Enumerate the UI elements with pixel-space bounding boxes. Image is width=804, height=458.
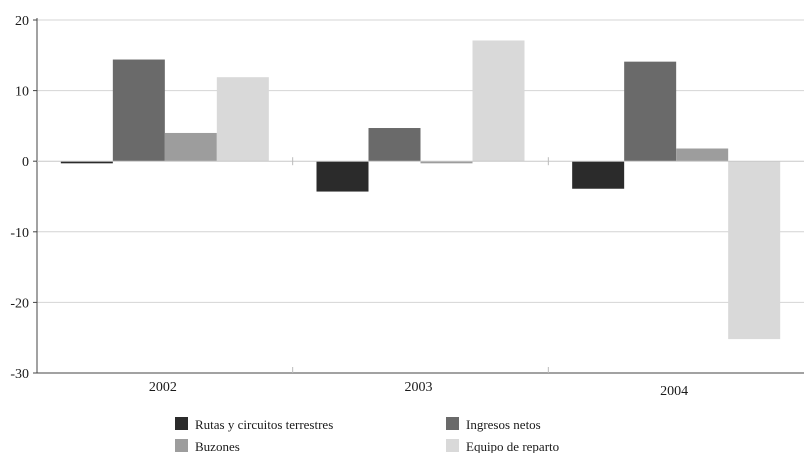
bar-equipo-de-reparto-2002 [216,77,269,162]
legend-label: Rutas y circuitos terrestres [195,417,333,432]
y-tick-label: -30 [10,367,29,382]
x-category-label: 2004 [660,384,688,399]
y-tick-label: 20 [15,14,29,29]
legend-swatch [175,439,188,452]
legend-label: Buzones [195,439,240,453]
legend: Rutas y circuitos terrestres Ingresos net… [175,417,559,454]
legend-swatch [446,417,459,430]
y-tick-label: -10 [10,226,29,241]
legend-swatch [446,439,459,452]
legend-label: Equipo de reparto [466,439,559,453]
bar-rutas-y-circuitos-terrestres-2004 [572,161,625,189]
x-category-label: 2003 [405,380,433,395]
bars [60,40,781,340]
bar-buzones-2004 [676,148,729,162]
legend-item: Rutas y circuitos terrestres [175,417,333,432]
bar-rutas-y-circuitos-terrestres-2002 [60,161,113,164]
bar-rutas-y-circuitos-terrestres-2003 [316,161,369,192]
bar-buzones-2002 [164,132,217,162]
x-category-label: 2002 [149,380,177,395]
legend-item: Equipo de reparto [446,439,559,454]
y-tick-label: -20 [10,296,29,311]
axes: 20 10 0 -10 -20 -30 2002 2003 2004 [10,14,804,399]
bar-ingresos-netos-2004 [624,61,677,162]
bar-ingresos-netos-2002 [112,59,165,162]
bar-ingresos-netos-2003 [368,128,421,162]
legend-label: Ingresos netos [466,417,541,432]
bar-equipo-de-reparto-2004 [728,161,781,340]
y-tick-label: 10 [15,85,29,100]
bar-buzones-2003 [420,161,473,164]
legend-swatch [175,417,188,430]
legend-item: Buzones [175,439,240,454]
y-tick-label: 0 [22,155,29,170]
bar-equipo-de-reparto-2003 [472,40,525,162]
legend-item: Ingresos netos [446,417,541,432]
